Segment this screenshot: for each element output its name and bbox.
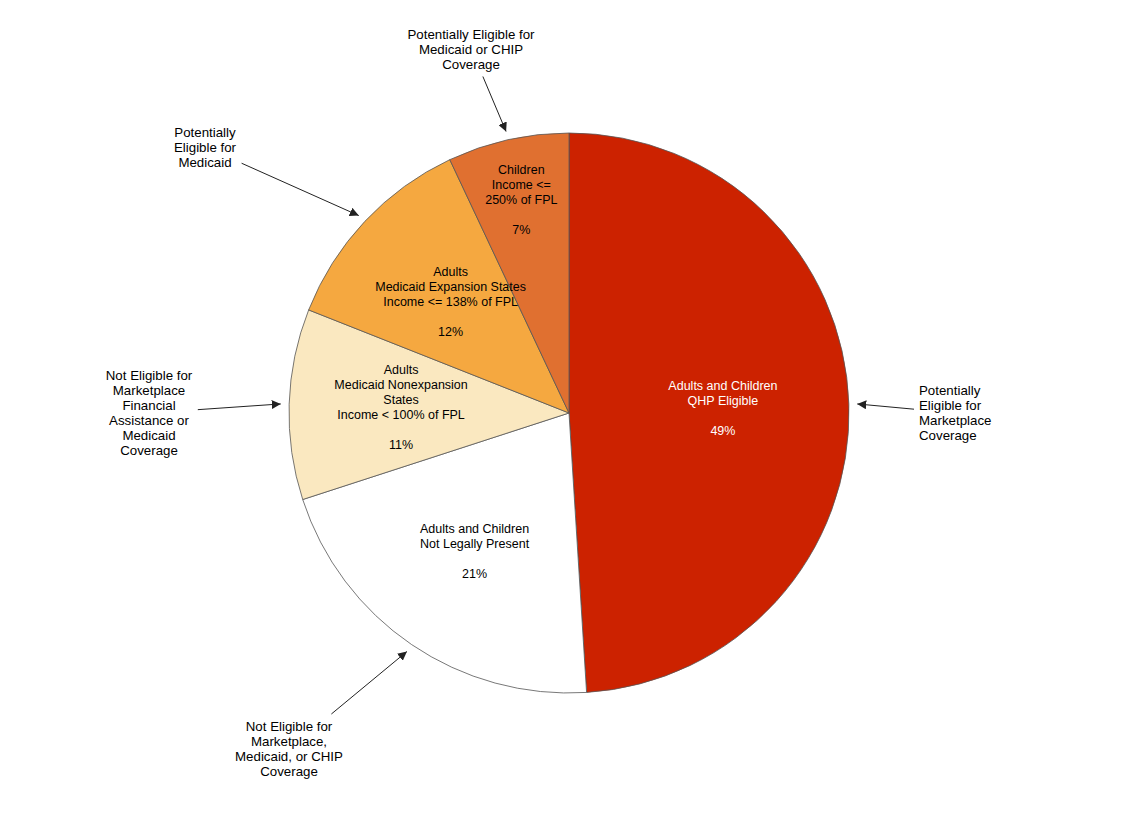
category-label-line: Adults and Children — [420, 522, 529, 536]
value-label: 49% — [710, 424, 735, 438]
category-label-line: Income < 100% of FPL — [337, 408, 465, 422]
annotation: Not Eligible forMarketplaceFinancialAssi… — [106, 368, 193, 458]
annotation-arrow — [198, 404, 281, 410]
category-label-line: Adults — [433, 265, 468, 279]
annotation-line: Marketplace, — [251, 734, 327, 749]
category-label-line: Income <= — [492, 178, 551, 192]
value-label-line: 12% — [438, 325, 463, 339]
value-label: 7% — [512, 223, 530, 237]
annotation-arrow — [857, 404, 914, 409]
category-label: AdultsMedicaid NonexpansionStatesIncome … — [334, 363, 467, 422]
category-label: Adults and ChildrenNot Legally Present — [420, 522, 530, 551]
annotation: PotentiallyEligible forMedicaid — [174, 125, 237, 170]
value-label: 12% — [438, 325, 463, 339]
chart: Adults and ChildrenQHP Eligible49%Adults… — [0, 0, 1138, 827]
annotations: PotentiallyEligible forMarketplaceCovera… — [106, 27, 992, 780]
annotation-line: Eligible for — [919, 398, 982, 413]
annotation-line: Potentially — [174, 125, 236, 140]
annotation-line: Eligible for — [174, 140, 237, 155]
annotation-line: Not Eligible for — [106, 368, 193, 383]
value-label-line: 21% — [462, 567, 487, 581]
slices — [289, 133, 849, 693]
annotation-line: Potentially — [919, 383, 981, 398]
category-label-line: Income <= 138% of FPL — [383, 295, 518, 309]
annotation-line: Medicaid, or CHIP — [235, 749, 343, 764]
category-label-line: Medicaid Expansion States — [375, 280, 526, 294]
annotation-line: Medicaid — [122, 428, 175, 443]
category-label-line: 250% of FPL — [485, 193, 557, 207]
annotation-arrow — [483, 77, 506, 132]
annotation-line: Potentially Eligible for — [407, 27, 535, 42]
value-label-line: 7% — [512, 223, 530, 237]
value-label: 21% — [462, 567, 487, 581]
value-label-line: 49% — [710, 424, 735, 438]
annotation-arrow — [242, 163, 359, 215]
annotation-line: Coverage — [442, 57, 500, 72]
annotation: Not Eligible forMarketplace,Medicaid, or… — [235, 719, 343, 779]
annotation-line: Assistance or — [109, 413, 189, 428]
category-label: Adults and ChildrenQHP Eligible — [668, 379, 777, 408]
annotation-arrow — [331, 652, 407, 714]
annotation-line: Marketplace — [113, 383, 185, 398]
slice-label: AdultsMedicaid NonexpansionStatesIncome … — [334, 363, 467, 452]
slice-label: Adults and ChildrenQHP Eligible 49% — [668, 379, 777, 438]
category-label-line: Adults — [384, 363, 419, 377]
annotation-line: Financial — [122, 398, 175, 413]
annotation-line: Coverage — [120, 443, 178, 458]
annotation-line: Medicaid — [178, 155, 231, 170]
annotation-line: Coverage — [260, 764, 318, 779]
annotation-line: Marketplace — [919, 413, 991, 428]
value-label-line: 11% — [389, 438, 413, 452]
category-label-line: States — [383, 393, 418, 407]
slice-label: ChildrenIncome <=250% of FPL 7% — [485, 163, 557, 237]
category-label-line: Medicaid Nonexpansion — [334, 378, 467, 392]
value-label: 11% — [389, 438, 413, 452]
annotation: Potentially Eligible forMedicaid or CHIP… — [407, 27, 535, 72]
category-label-line: QHP Eligible — [688, 394, 759, 408]
pie-slice — [569, 133, 849, 692]
slice-label: Adults and ChildrenNot Legally Present 21… — [420, 522, 530, 581]
category-label: AdultsMedicaid Expansion StatesIncome <=… — [375, 265, 526, 309]
slice-label: AdultsMedicaid Expansion StatesIncome <=… — [375, 265, 526, 339]
annotation-line: Medicaid or CHIP — [419, 42, 523, 57]
annotation-line: Coverage — [919, 428, 977, 443]
category-label-line: Adults and Children — [668, 379, 777, 393]
category-label-line: Children — [498, 163, 545, 177]
annotation: PotentiallyEligible forMarketplaceCovera… — [919, 383, 991, 443]
category-label-line: Not Legally Present — [420, 537, 530, 551]
annotation-line: Not Eligible for — [246, 719, 333, 734]
category-label: ChildrenIncome <=250% of FPL — [485, 163, 557, 207]
slice-labels: Adults and ChildrenQHP Eligible49%Adults… — [334, 163, 777, 582]
